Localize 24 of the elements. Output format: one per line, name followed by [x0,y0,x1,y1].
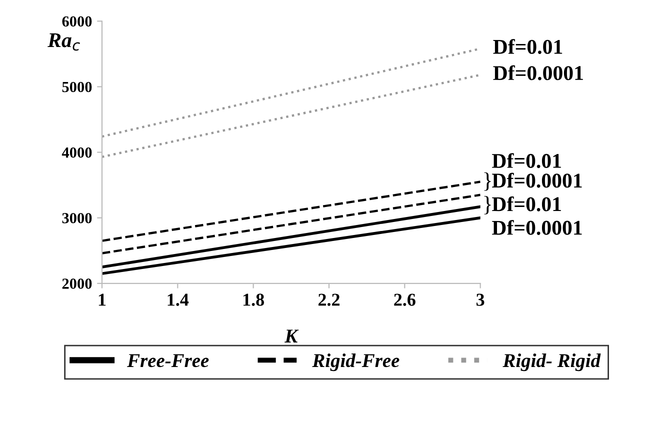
y-tick-label: 5000 [62,82,92,92]
text: } [484,172,491,191]
x-tick-label: 1.4 [168,294,189,306]
annotation: Df=0.0001 [493,65,583,80]
x-tick-label: 2.2 [318,294,340,306]
y-tick-label: 6000 [62,16,92,27]
text: Df=0.01 [492,196,561,212]
y-tick-label: 3000 [62,212,92,224]
legend-label: Rigid- Rigid [502,353,601,372]
y-tick-label: 4000 [62,147,92,158]
x-axis-title: K [284,330,299,342]
x-tick-label: 1.8 [243,294,264,306]
legend-label: Rigid-Free [312,353,400,372]
x-tick-label: 1 [98,294,106,306]
annotation: Df=0.01 [493,39,562,54]
legend-label: Free-Free [127,354,209,368]
x-tick-label: 3 [476,294,484,306]
text: Df=0.0001 [492,220,582,235]
text: } [484,196,491,214]
x-tick-label: 2.6 [394,294,416,306]
y-axis-title: Ra$_{c}$ [48,33,80,51]
text: Df=0.01 [492,153,561,168]
text: Df=0.0001 [492,172,582,188]
y-tick-label: 2000 [62,278,92,289]
